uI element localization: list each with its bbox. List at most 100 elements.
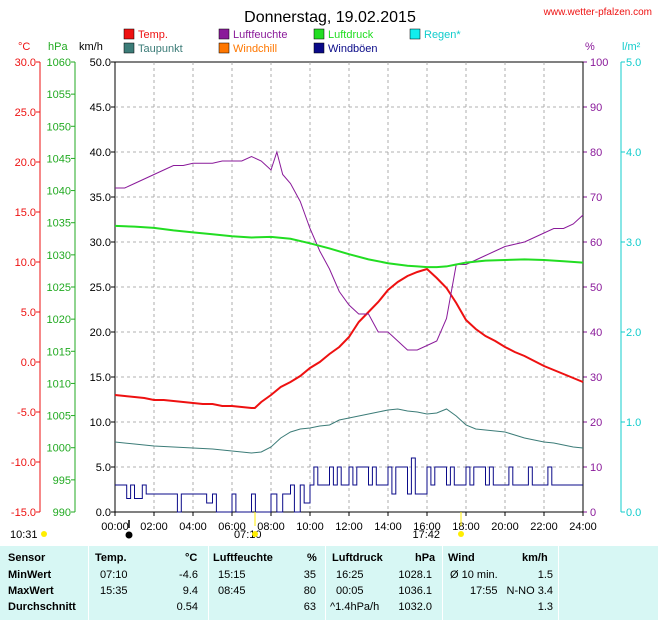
pressure-axis-tick-label: 1005: [47, 411, 71, 423]
rain-axis-tick-label: 1.0: [626, 417, 641, 429]
temp-axis-tick-label: 20.0: [15, 157, 36, 169]
pressure-time: ^1.4hPa/h: [330, 601, 380, 613]
rain-axis-tick-label: 4.0: [626, 147, 641, 159]
humidity-axis-tick-label: 60: [590, 237, 602, 249]
humidity-value: 35: [303, 569, 316, 581]
series-line: [114, 267, 584, 409]
header-wind: Wind: [448, 552, 475, 564]
header-pressure: Luftdruck: [332, 552, 383, 564]
wind-time: 17:55: [470, 585, 498, 597]
humidity-axis-tick-label: 40: [590, 327, 602, 339]
pressure-axis-tick-label: 990: [53, 507, 71, 519]
pressure-axis-tick-label: 995: [53, 475, 71, 487]
sunset-icon: [458, 531, 464, 537]
wind-axis-tick-label: 45.0: [90, 102, 111, 114]
header-humidity-unit: %: [307, 552, 317, 564]
temp-value: 0.54: [176, 601, 198, 613]
humidity-axis-tick-label: 20: [590, 417, 602, 429]
x-axis-tick-label: 10:00: [296, 521, 324, 533]
x-axis-tick-label: 18:00: [452, 521, 480, 533]
stats-table: Sensor Temp. °C Luftfeuchte % Luftdruck …: [0, 546, 658, 620]
humidity-axis-tick-label: 50: [590, 282, 602, 294]
legend-swatch: [123, 42, 135, 54]
humidity-axis-tick-label: 80: [590, 147, 602, 159]
temp-axis-tick-label: 30.0: [15, 57, 36, 69]
x-axis-tick-label: 08:00: [257, 521, 285, 533]
series-line: [115, 457, 583, 513]
pressure-axis-tick-label: 1050: [47, 121, 71, 133]
wind-axis-tick-label: 40.0: [90, 147, 111, 159]
header-temp: Temp.: [95, 552, 127, 564]
wind-time: Ø 10 min.: [450, 569, 498, 581]
sun-markers: 10:31 07:10 17:42: [10, 512, 464, 541]
legend-swatch: [313, 28, 325, 40]
pressure-time: 00:05: [336, 585, 364, 597]
wind-axis-tick-label: 25.0: [90, 282, 111, 294]
x-axis-tick-label: 06:00: [218, 521, 246, 533]
rain-axis-tick-label: 2.0: [626, 327, 641, 339]
temp-time: 15:35: [100, 585, 128, 597]
sunrise-icon: [41, 531, 47, 537]
humidity-unit-label: %: [585, 41, 595, 53]
legend-label: Luftfeuchte: [233, 29, 287, 41]
humidity-value: 63: [303, 601, 316, 613]
x-axis-tick-label: 24:00: [569, 521, 597, 533]
x-axis-tick-label: 16:00: [413, 521, 441, 533]
pressure-axis-tick-label: 1060: [47, 57, 71, 69]
pressure-axis-tick-label: 1035: [47, 218, 71, 230]
stats-row-min: MinWert 07:10 -4.6 15:15 35 16:25 1028.1…: [0, 568, 658, 583]
x-axis-tick-label: 12:00: [335, 521, 363, 533]
humidity-axis-tick-label: 30: [590, 372, 602, 384]
axes: 30.0 25.0 20.0 15.0 10.0 5.0 0.0 -5.0 -10.0 -15.0…: [11, 57, 641, 533]
humidity-axis-tick-label: 100: [590, 57, 608, 69]
temp-axis-tick-label: -10.0: [11, 457, 36, 469]
pressure-value: 1036.1: [398, 585, 432, 597]
sun-marker-label: 17:42: [412, 529, 440, 541]
pressure-axis-tick-label: 1040: [47, 186, 71, 198]
humidity-axis-tick-label: 90: [590, 102, 602, 114]
header-temp-unit: °C: [185, 552, 198, 564]
header-wind-unit: km/h: [522, 552, 548, 564]
pressure-value: 1032.0: [398, 601, 432, 613]
pressure-unit-label: hPa: [48, 41, 68, 53]
grid: [115, 62, 583, 512]
humidity-axis-tick-label: 10: [590, 462, 602, 474]
temp-axis-tick-label: 0.0: [21, 357, 36, 369]
temp-unit-label: °C: [18, 41, 30, 53]
legend-swatch: [218, 28, 230, 40]
wind-value: N-NO 3.4: [506, 585, 553, 597]
wind-value: 1.5: [537, 569, 553, 581]
pressure-axis-tick-label: 1045: [47, 153, 71, 165]
legend: Temp. Taupunkt Luftfeuchte Windchill Luftdru…: [123, 28, 461, 55]
x-axis-tick-label: 00:00: [101, 521, 129, 533]
sun-marker-label: 10:31: [10, 529, 38, 541]
legend-label: Windchill: [233, 43, 277, 55]
pressure-value: 1028.1: [398, 569, 432, 581]
wind-axis-tick-label: 30.0: [90, 237, 111, 249]
series-group: [114, 150, 584, 513]
temp-axis-tick-label: 10.0: [15, 257, 36, 269]
wind-axis-tick-label: 15.0: [90, 372, 111, 384]
series-line: [114, 408, 584, 454]
wind-axis-tick-label: 5.0: [96, 462, 111, 474]
row-label: MaxWert: [8, 585, 54, 597]
rain-unit-label: l/m²: [622, 41, 641, 53]
site-url: www.wetter-pfalzen.com: [543, 7, 652, 18]
x-axis-tick-label: 04:00: [179, 521, 207, 533]
legend-label: Taupunkt: [138, 43, 183, 55]
moon-icon: [125, 531, 133, 539]
wind-axis-tick-label: 0.0: [96, 507, 111, 519]
row-label: MinWert: [8, 569, 52, 581]
legend-label: Temp.: [138, 29, 168, 41]
pressure-axis-tick-label: 1055: [47, 89, 71, 101]
temp-value: 9.4: [182, 585, 198, 597]
legend-label: Windböen: [328, 43, 378, 55]
humidity-axis-tick-label: 70: [590, 192, 602, 204]
series-line: [114, 224, 584, 269]
legend-swatch: [218, 42, 230, 54]
header-humidity: Luftfeuchte: [213, 552, 273, 564]
weather-chart: Donnerstag, 19.02.2015 www.wetter-pfalze…: [10, 7, 652, 541]
x-axis-tick-label: 14:00: [374, 521, 402, 533]
legend-swatch: [409, 28, 421, 40]
x-axis-tick-label: 20:00: [491, 521, 519, 533]
